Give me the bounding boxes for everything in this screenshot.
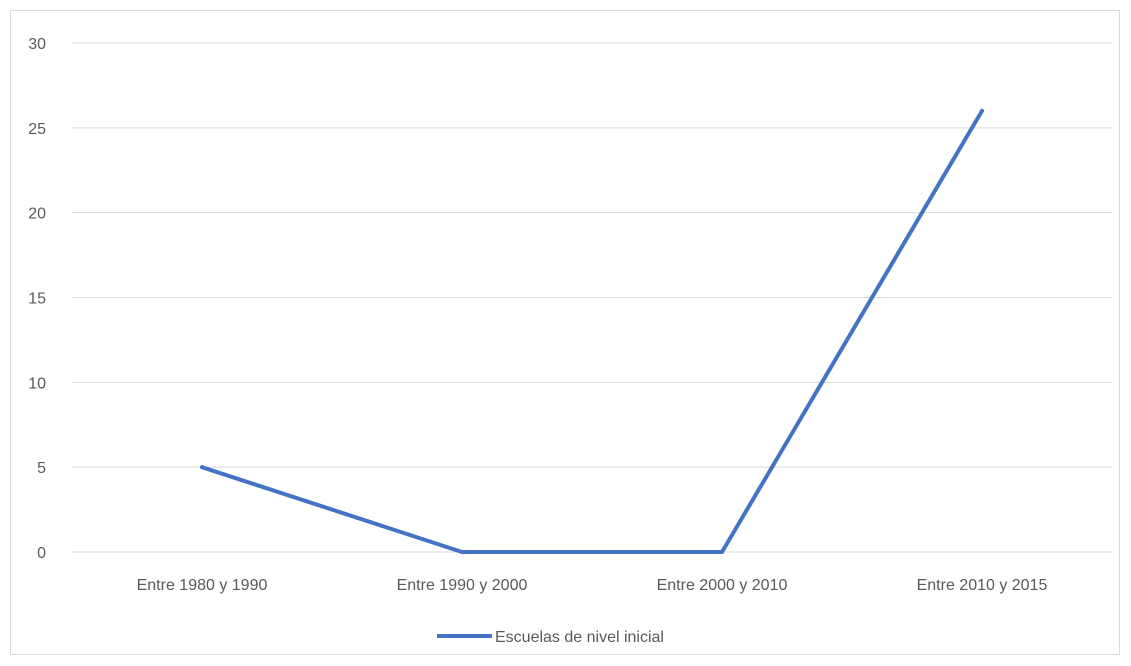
- series-line: [200, 108, 984, 554]
- x-tick-label: Entre 2000 y 2010: [657, 577, 788, 594]
- legend: Escuelas de nivel inicial: [437, 629, 664, 646]
- y-tick-label: 20: [28, 206, 46, 223]
- data-point: [980, 108, 984, 113]
- y-tick-label: 10: [28, 375, 46, 392]
- legend-label: Escuelas de nivel inicial: [495, 629, 664, 646]
- y-tick-label: 15: [28, 291, 46, 308]
- y-tick-label: 25: [28, 121, 46, 138]
- x-tick-label: Entre 2010 y 2015: [917, 577, 1048, 594]
- chart-frame: [10, 10, 1120, 655]
- x-tick-label: Entre 1990 y 2000: [397, 577, 528, 594]
- gridlines: [72, 42, 1112, 553]
- x-tick-label: Entre 1980 y 1990: [137, 577, 268, 594]
- data-point: [720, 550, 724, 554]
- y-tick-label: 30: [28, 36, 46, 53]
- x-axis-ticks: Entre 1980 y 1990 Entre 1990 y 2000 Entre …: [137, 577, 1048, 594]
- data-point: [200, 465, 204, 470]
- y-axis-ticks: 0 5 10 15 20 25 30: [28, 36, 46, 562]
- y-tick-label: 5: [37, 460, 46, 477]
- data-point: [460, 550, 464, 554]
- y-tick-label: 0: [37, 545, 46, 562]
- series-layer: [200, 108, 984, 554]
